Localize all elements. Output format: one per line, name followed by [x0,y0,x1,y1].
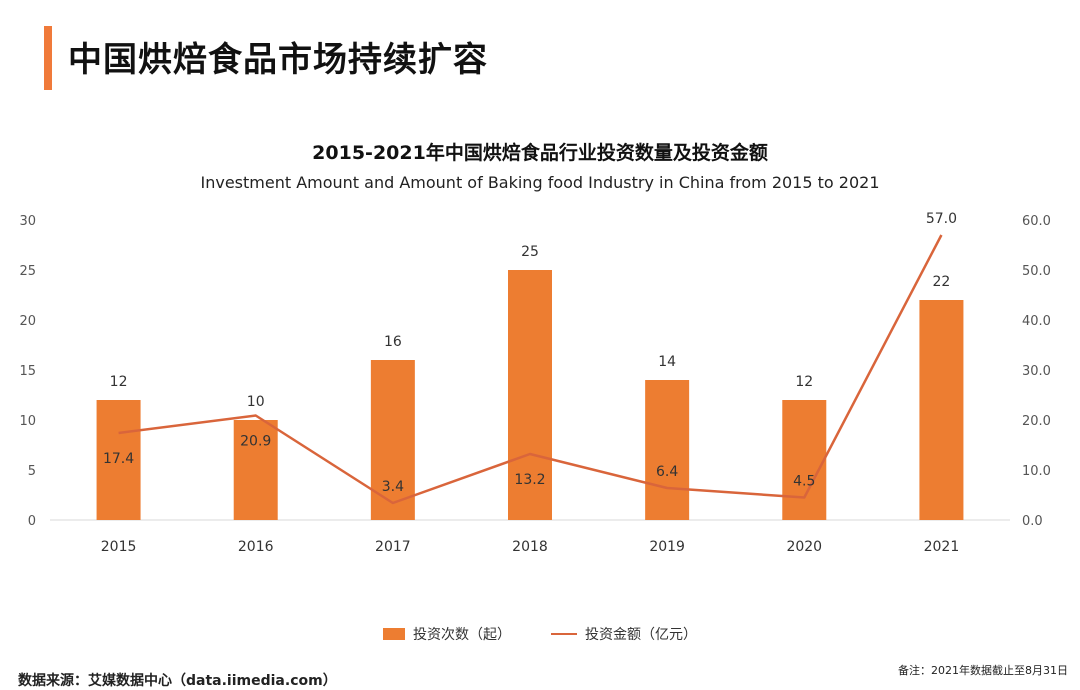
y-left-tick-label: 15 [19,364,36,379]
bar [645,380,690,520]
chart-svg: 0 5 10 15 20 25 30 0.0 10.0 20.0 30.0 40.0 50.0 60.0 1… [19,211,1051,555]
series-line [118,234,943,505]
x-tick-label: 2017 [375,539,411,555]
bar-value-label: 14 [658,354,676,370]
line-value-label: 57.0 [926,211,957,227]
legend-item-line: 投资金额（亿元） [551,624,697,644]
bar [782,400,827,520]
bar [233,420,278,520]
bar-value-label: 25 [521,244,539,260]
title-accent-bar [44,26,52,90]
bar [96,400,141,520]
y-left-tick-label: 25 [19,264,36,279]
y-right-tick-label: 60.0 [1022,214,1051,229]
line-value-label: 13.2 [514,472,545,488]
legend-bar-swatch [383,628,405,640]
line-value-label: 3.4 [382,479,404,495]
legend-bar-label: 投资次数（起） [413,627,511,643]
line-value-label: 20.9 [240,434,271,450]
chart-subtitle: Investment Amount and Amount of Baking f… [200,173,880,192]
bar-value-label: 12 [795,374,813,390]
y-right-tick-label: 20.0 [1022,414,1051,429]
bar-value-label: 12 [110,374,128,390]
y-right-tick-label: 50.0 [1022,264,1051,279]
x-tick-label: 2015 [101,539,137,555]
x-tick-label: 2019 [649,539,685,555]
bar-value-label: 10 [247,394,265,410]
legend-line-swatch [551,633,577,635]
y-left-tick-label: 30 [19,214,36,229]
y-right-tick-label: 0.0 [1022,514,1043,529]
legend-item-bar: 投资次数（起） [383,624,511,644]
line-value-label: 4.5 [793,474,815,490]
bar-value-label: 22 [933,274,951,290]
bar [508,270,552,520]
y-right-tick-label: 10.0 [1022,464,1051,479]
line-value-label: 17.4 [103,451,134,467]
y-right-tick-label: 40.0 [1022,314,1051,329]
chart-legend: 投资次数（起） 投资金额（亿元） [0,624,1080,644]
bar-value-label: 16 [384,334,402,350]
chart-title: 2015-2021年中国烘焙食品行业投资数量及投资金额 [312,142,768,164]
data-note: 备注：2021年数据截止至8月31日 [898,664,1068,677]
x-tick-label: 2021 [924,539,960,555]
x-tick-label: 2016 [238,539,274,555]
line-value-label: 6.4 [656,464,678,480]
y-right-tick-label: 30.0 [1022,364,1051,379]
y-left-tick-label: 5 [28,464,36,479]
y-left-tick-label: 0 [28,514,36,529]
y-left-tick-label: 20 [19,314,36,329]
page-title: 中国烘焙食品市场持续扩容 [68,40,488,80]
bar [370,360,415,520]
bar [919,300,964,520]
x-tick-label: 2018 [512,539,548,555]
y-left-tick-label: 10 [19,414,36,429]
data-source: 数据来源：艾媒数据中心（data.iimedia.com） [18,673,337,689]
x-tick-label: 2020 [786,539,822,555]
legend-line-label: 投资金额（亿元） [585,627,697,643]
